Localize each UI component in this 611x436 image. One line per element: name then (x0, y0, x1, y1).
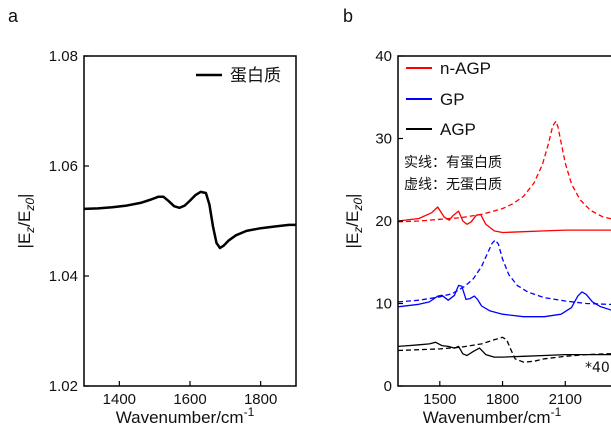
series-line-b-2 (397, 284, 611, 318)
series-line-a-0 (83, 190, 296, 250)
series-line-b-5 (397, 336, 611, 363)
annotation-dashed-line-note: 虚线：无蛋白质 (404, 177, 502, 193)
panel-b-legend: n-AGP GP AGP (406, 59, 491, 139)
annotation-solid-line-note: 实线：有蛋白质 (404, 155, 502, 171)
panel-b-x-axis-title: Wavenumber/cm-1 (423, 405, 562, 427)
legend-label-gp: GP (440, 90, 465, 109)
x-tick-label-a-1: 1600 (173, 391, 206, 408)
panel-a-y-axis-title: |Ez/Ez0| (15, 194, 37, 249)
legend-label-protein: 蛋白质 (230, 66, 281, 85)
series-line-b-1 (397, 120, 611, 223)
panel-b-label: b (343, 6, 353, 26)
y-tick-label-a-1: 1.04 (49, 268, 78, 285)
panel-b-plot-frame (397, 55, 611, 387)
panel-a-series (83, 190, 296, 250)
panel-b-y-axis-title: |Ez/Ez0| (343, 194, 365, 249)
y-tick-label-b-3: 30 (375, 131, 392, 148)
panel-a-legend: 蛋白质 (196, 66, 281, 85)
series-line-b-4 (397, 341, 611, 358)
series-line-b-3 (397, 239, 611, 306)
y-tick-label-b-4: 40 (375, 48, 392, 65)
y-tick-label-a-2: 1.06 (49, 158, 78, 175)
panel-a-label: a (8, 6, 19, 26)
y-tick-label-a-0: 1.02 (49, 378, 78, 395)
y-tick-label-b-2: 20 (375, 213, 392, 230)
y-tick-label-b-0: 0 (384, 378, 392, 395)
panel-b-series (397, 120, 611, 363)
annotation-scale-note: *40 (585, 360, 610, 376)
x-tick-label-b-0: 1500 (423, 391, 456, 408)
x-tick-label-a-2: 1800 (244, 391, 277, 408)
x-tick-label-a-0: 1400 (103, 391, 136, 408)
series-line-b-0 (397, 206, 611, 234)
panel-a-plot-frame (83, 55, 297, 387)
panel-a-x-axis-title: Wavenumber/cm-1 (116, 405, 255, 427)
panel-b-ticks: 1500 1800 2100 0 10 20 30 40 (375, 48, 582, 408)
panel-a: a 1400 1600 1800 1.02 1.04 1.06 1.08 Wavenumbe… (8, 6, 297, 427)
legend-label-n-agp: n-AGP (440, 59, 491, 78)
x-tick-label-b-2: 2100 (549, 391, 582, 408)
x-tick-label-b-1: 1800 (486, 391, 519, 408)
y-tick-label-a-3: 1.08 (49, 48, 78, 65)
panel-a-ticks: 1400 1600 1800 1.02 1.04 1.06 1.08 (49, 48, 278, 408)
y-tick-label-b-1: 10 (375, 296, 392, 313)
legend-label-agp: AGP (440, 120, 476, 139)
